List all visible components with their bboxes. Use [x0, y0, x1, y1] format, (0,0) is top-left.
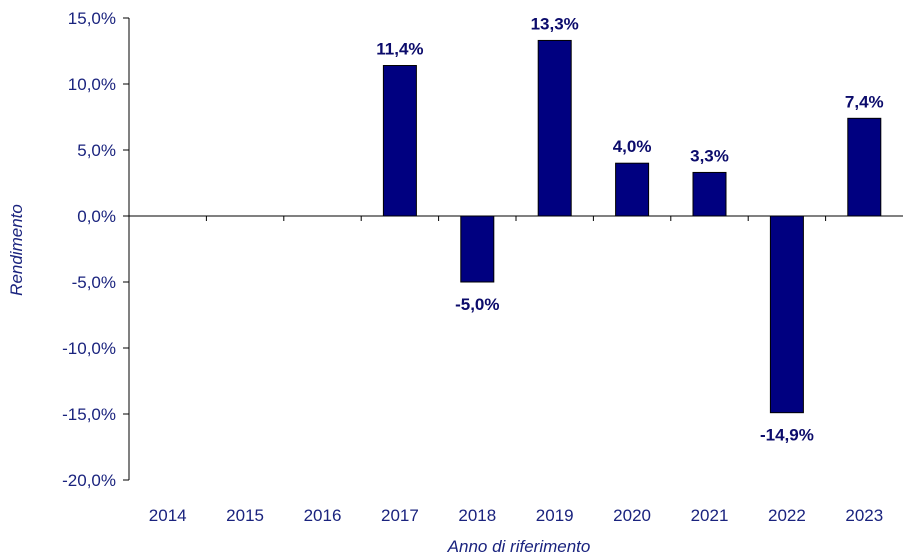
data-label-2020: 4,0%: [613, 137, 652, 156]
y-tick-label: 5,0%: [77, 141, 116, 160]
y-tick-label: 0,0%: [77, 207, 116, 226]
x-tick-label: 2023: [845, 506, 883, 525]
bar-2019: [537, 39, 572, 217]
bar-2021: [692, 171, 727, 217]
x-tick-label: 2016: [304, 506, 342, 525]
x-tick-label: 2014: [149, 506, 187, 525]
y-axis-title: Rendimento: [7, 204, 26, 296]
bar-2018: [460, 215, 495, 283]
x-tick-labels: 2014 2015 2016 2017 2018 2019 2020 2021 2022 2023: [149, 506, 883, 525]
x-tick-label: 2017: [381, 506, 419, 525]
x-tick-label: 2019: [536, 506, 574, 525]
bar-2022: [769, 215, 804, 414]
bar-2023: [847, 117, 882, 217]
y-tick-label: -15,0%: [62, 405, 116, 424]
y-tick-label: 10,0%: [68, 75, 116, 94]
y-tick-label: -20,0%: [62, 471, 116, 490]
data-labels-group: 11,4% -5,0% 13,3% 4,0% 3,3% -14,9% 7,4%: [376, 14, 883, 444]
x-tick-label: 2015: [226, 506, 264, 525]
y-tick-label: -5,0%: [72, 273, 116, 292]
x-axis-title: Anno di riferimento: [447, 537, 591, 556]
bar-2020: [615, 162, 650, 217]
data-label-2019: 13,3%: [531, 14, 579, 33]
bar-2017: [382, 65, 417, 217]
x-tick-label: 2021: [691, 506, 729, 525]
data-label-2021: 3,3%: [690, 146, 729, 165]
x-tick-label: 2020: [613, 506, 651, 525]
bars-group: [382, 39, 882, 414]
data-label-2023: 7,4%: [845, 92, 884, 111]
y-tick-label: 15,0%: [68, 9, 116, 28]
x-tick-label: 2018: [458, 506, 496, 525]
y-tick-labels: 15,0% 10,0% 5,0% 0,0% -5,0% -10,0% -15,0% -20,0…: [62, 9, 116, 490]
x-tick-label: 2022: [768, 506, 806, 525]
data-label-2018: -5,0%: [455, 295, 499, 314]
data-label-2017: 11,4%: [376, 40, 423, 59]
y-tick-label: -10,0%: [62, 339, 116, 358]
data-label-2022: -14,9%: [760, 426, 814, 445]
axes-group: [123, 17, 903, 481]
